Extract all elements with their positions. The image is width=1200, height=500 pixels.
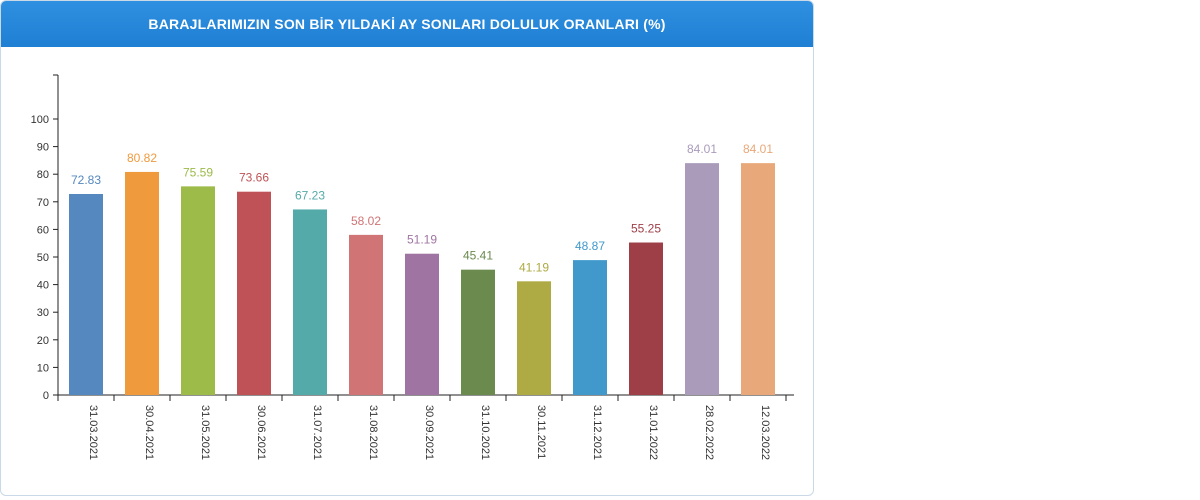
x-tick-label: 31.08.2021 — [367, 405, 379, 460]
bar — [237, 191, 271, 395]
data-label: 75.59 — [183, 165, 213, 179]
y-tick-label: 20 — [37, 335, 49, 347]
x-tick-label: 28.02.2022 — [703, 405, 715, 460]
y-tick-label: 0 — [43, 390, 49, 402]
bar — [181, 186, 215, 395]
data-label: 84.01 — [687, 142, 717, 156]
y-tick-label: 90 — [37, 142, 49, 154]
data-label: 48.87 — [575, 239, 605, 253]
bar — [293, 209, 327, 395]
data-label: 51.19 — [407, 233, 437, 247]
y-tick-label: 70 — [37, 197, 49, 209]
data-label: 55.25 — [631, 222, 661, 236]
bar — [69, 193, 103, 395]
data-label: 41.19 — [519, 260, 549, 274]
x-tick-label: 31.05.2021 — [199, 405, 211, 460]
bar — [461, 269, 495, 395]
bar — [405, 253, 439, 395]
bar — [125, 171, 159, 395]
data-label: 80.82 — [127, 151, 157, 165]
x-tick-label: 31.07.2021 — [311, 405, 323, 460]
x-tick-label: 31.01.2022 — [647, 405, 659, 460]
blank-area — [814, 0, 1200, 500]
data-label: 58.02 — [351, 214, 381, 228]
chart-title: BARAJLARIMIZIN SON BİR YILDAKİ AY SONLAR… — [1, 1, 813, 47]
x-tick-label: 30.06.2021 — [255, 405, 267, 460]
bar — [685, 163, 719, 395]
data-label: 84.01 — [743, 142, 773, 156]
bar-chart: 0 10 20 30 40 50 60 70 80 90 100 72.83 31.03.2021 80.… — [31, 74, 794, 460]
x-tick-label: 30.04.2021 — [143, 405, 155, 460]
x-tick-label: 31.10.2021 — [479, 405, 491, 460]
x-tick-label: 31.12.2021 — [591, 405, 603, 460]
x-tick-label: 31.03.2021 — [87, 405, 99, 460]
y-tick-label: 30 — [37, 307, 49, 319]
y-tick-label: 80 — [37, 169, 49, 181]
bar — [349, 234, 383, 395]
y-tick-label: 40 — [37, 280, 49, 292]
data-label: 73.66 — [239, 171, 269, 185]
y-tick-label: 60 — [37, 224, 49, 236]
x-tick-label: 30.11.2021 — [535, 405, 547, 459]
x-tick-label: 12.03.2022 — [759, 405, 771, 460]
y-tick-label: 10 — [37, 362, 49, 374]
data-label: 72.83 — [71, 173, 101, 187]
y-tick-label: 50 — [37, 252, 49, 264]
chart-card: BARAJLARIMIZIN SON BİR YILDAKİ AY SONLAR… — [0, 0, 814, 496]
bar — [629, 242, 663, 395]
y-tick-label: 100 — [31, 114, 49, 126]
bar — [517, 281, 551, 395]
x-tick-label: 30.09.2021 — [423, 405, 435, 460]
data-label: 67.23 — [295, 188, 325, 202]
bar — [573, 260, 607, 395]
bar — [741, 163, 775, 395]
data-label: 45.41 — [463, 249, 493, 263]
